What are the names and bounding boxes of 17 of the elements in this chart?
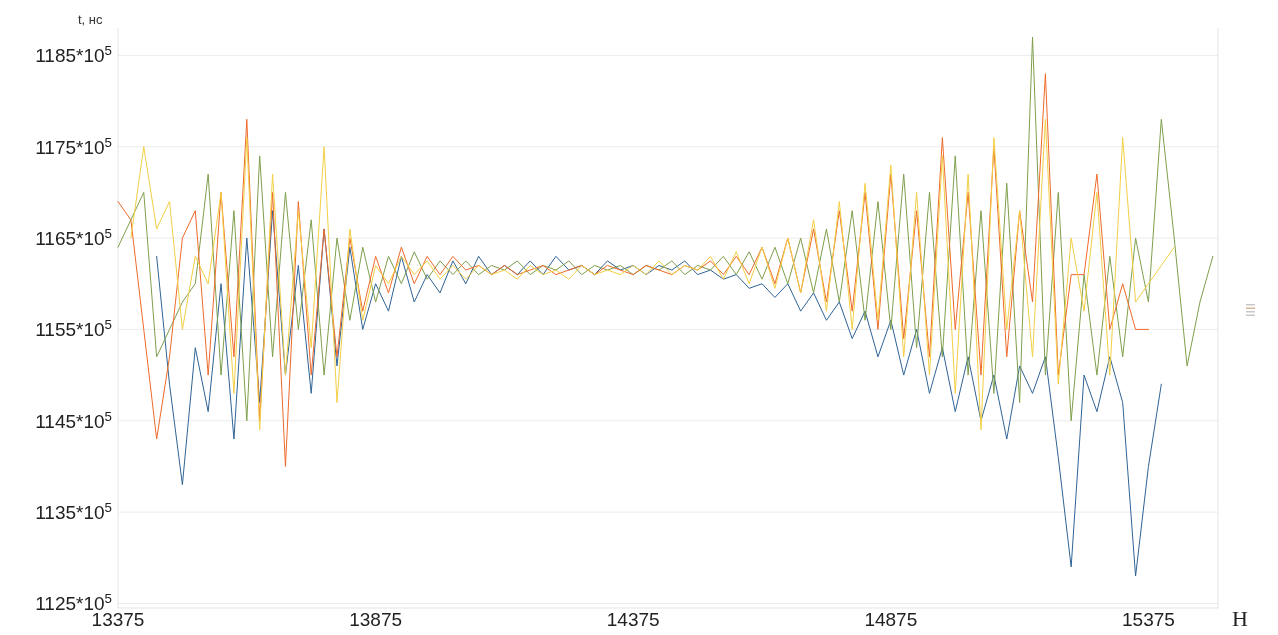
line-series [117, 36, 1214, 422]
y-tick-label: 1165*10$^{5}$ [35, 225, 112, 250]
x-axis-title: H [1232, 606, 1248, 631]
line-series [156, 210, 1162, 577]
x-tick-label: 14875 [864, 609, 918, 630]
x-tick-label: 14375 [606, 609, 660, 630]
y-tick-label: 1145*10$^{5}$ [35, 408, 112, 432]
x-tick-label: 15375 [1122, 609, 1175, 630]
y-tick-label: 1135*10$^{5}$ [35, 499, 112, 524]
line-series [130, 118, 1175, 431]
line-series [117, 73, 1149, 467]
y-tick-label: 1185*10$^{5}$ [35, 42, 112, 67]
y-tick-label: 1175*10$^{5}$ [35, 134, 112, 158]
x-tick-label: 13875 [349, 609, 403, 630]
y-axis-title: t, нс [78, 12, 104, 27]
x-tick-label: 13375 [91, 609, 145, 630]
y-tick-label: 1155*10$^{5}$ [35, 316, 112, 341]
